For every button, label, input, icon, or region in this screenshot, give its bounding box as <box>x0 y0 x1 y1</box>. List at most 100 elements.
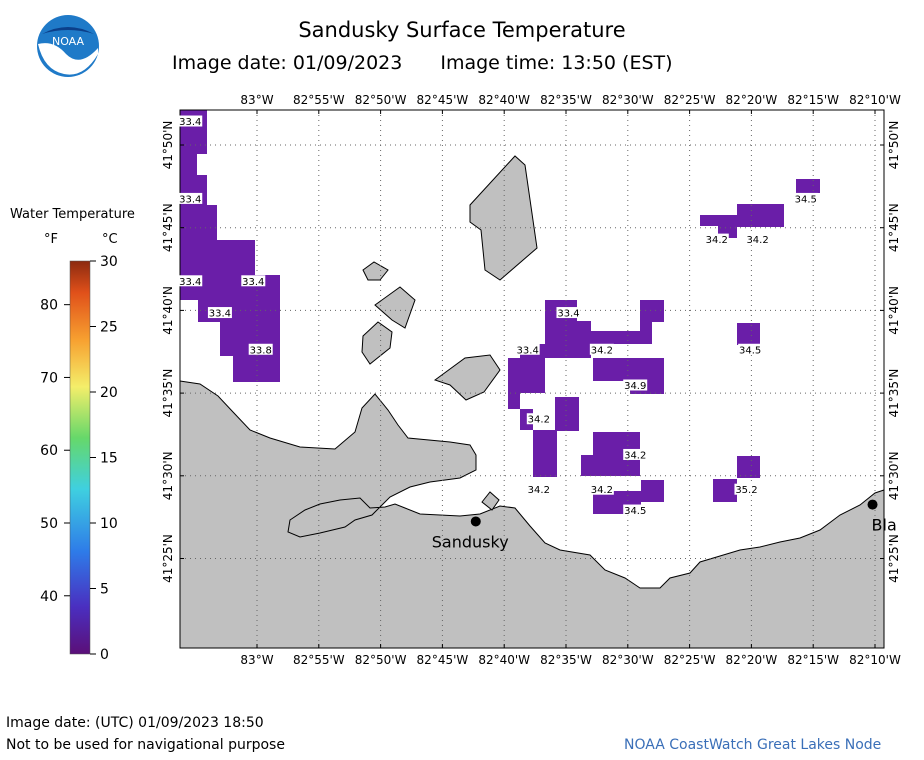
disclaimer: Not to be used for navigational purpose <box>6 737 285 753</box>
temperature-label: 34.2 <box>623 448 648 461</box>
lat-label-left: 41°45'N <box>161 203 175 252</box>
rattlesnake-island <box>361 321 393 365</box>
temperature-label-bg <box>738 343 763 355</box>
temperature-label-bg <box>623 504 648 516</box>
temperature-label-bg <box>793 192 818 204</box>
utc-image-date: Image date: (UTC) 01/09/2023 18:50 <box>6 715 264 731</box>
temperature-label-bg <box>248 343 273 355</box>
noaa-logo-icon: NOAA <box>37 15 99 77</box>
city-name: Bla <box>872 516 897 535</box>
f-tick-label: 80 <box>40 298 58 314</box>
lon-label-bottom: 83°W <box>240 653 273 667</box>
temperature-label: 33.4 <box>556 307 581 320</box>
temperature-value: 33.4 <box>209 309 231 320</box>
cold-water-cell-e <box>737 323 760 345</box>
lon-label-bottom: 82°55'W <box>293 653 345 667</box>
temperature-value: 34.2 <box>528 485 550 496</box>
temperature-value: 33.4 <box>557 309 579 320</box>
lon-label-bottom: 82°10'W <box>849 653 901 667</box>
temperature-value: 34.5 <box>624 506 646 517</box>
temperature-value: 34.2 <box>591 345 613 356</box>
temperature-label-bg <box>745 233 770 245</box>
image-time: Image time: 13:50 (EST) <box>440 52 673 74</box>
fahrenheit-ticks: 80 70 60 50 40 <box>40 298 70 605</box>
temperature-map[interactable]: 83°W 83°W 82°55'W 82°55'W 82°50'W 82°50'W 82°4… <box>0 0 924 700</box>
f-tick-label: 40 <box>40 589 58 605</box>
image-datetime: Image date: 01/09/2023 Image time: 13:50 … <box>172 52 711 74</box>
temperature-label: 34.2 <box>745 233 770 246</box>
mainland-shore <box>179 380 885 649</box>
temperature-label: 33.4 <box>178 115 203 128</box>
lon-label-bottom: 82°35'W <box>540 653 592 667</box>
green-island <box>362 261 389 281</box>
temperature-label-bg <box>704 233 729 245</box>
lon-label-top: 82°20'W <box>726 93 778 107</box>
temperature-value: 33.4 <box>179 277 201 288</box>
temperature-label-bg <box>526 413 551 425</box>
temperature-label: 34.5 <box>623 504 648 517</box>
c-tick-label: 25 <box>100 320 118 336</box>
lon-label-top: 82°30'W <box>602 93 654 107</box>
noaa-logo-text: NOAA <box>52 35 85 48</box>
lon-label-bottom: 82°40'W <box>478 653 530 667</box>
temperature-labels: 33.4 33.4 33.4 33.4 33.4 33.8 33.4 33.4 34.2 34.9… <box>178 115 818 517</box>
f-tick-label: 50 <box>40 516 58 532</box>
temperature-label: 34.5 <box>738 343 763 356</box>
temperature-label: 33.4 <box>178 192 203 205</box>
lon-label-top: 82°55'W <box>293 93 345 107</box>
lat-label-left: 41°50'N <box>161 121 175 170</box>
cold-water-cell-se1 <box>737 456 760 478</box>
cold-water-region-northeast <box>700 204 784 238</box>
temperature-label: 34.2 <box>526 413 551 426</box>
temperature-value: 34.2 <box>528 415 550 426</box>
lat-label-left: 41°25'N <box>161 534 175 583</box>
cold-water-cell-se2 <box>713 479 737 502</box>
lat-label-left: 41°40'N <box>161 286 175 335</box>
temperature-label-bg <box>556 307 581 319</box>
temperature-label: 35.2 <box>734 483 759 496</box>
lat-label-right: 41°25'N <box>887 534 901 583</box>
temperature-label: 34.2 <box>589 343 614 356</box>
lat-label-right: 41°35'N <box>887 369 901 418</box>
city-dot <box>867 499 878 510</box>
credit-link[interactable]: NOAA CoastWatch Great Lakes Node <box>624 737 882 753</box>
city-name: Sandusky <box>432 532 509 551</box>
temperature-label: 33.4 <box>178 275 203 288</box>
lon-label-top: 82°15'W <box>787 93 839 107</box>
temperature-label-bg <box>515 343 540 355</box>
city-markers: Sandusky Bla <box>432 499 897 551</box>
lon-label-bottom: 82°15'W <box>787 653 839 667</box>
lon-label-top: 82°40'W <box>478 93 530 107</box>
f-tick-label: 70 <box>40 370 58 386</box>
cold-water-region-central <box>508 300 664 477</box>
temperature-label: 34.5 <box>793 192 818 205</box>
c-tick-label: 20 <box>100 385 118 401</box>
cold-water-cell-ne <box>796 179 820 193</box>
land <box>179 155 885 649</box>
c-tick-label: 30 <box>100 254 118 270</box>
temperature-label: 34.2 <box>704 233 729 246</box>
c-tick-label: 0 <box>100 647 109 663</box>
city-dot <box>470 516 481 527</box>
temperature-label: 33.4 <box>207 307 232 320</box>
kelleys-island <box>433 354 501 401</box>
unit-celsius: °C <box>102 232 118 247</box>
lon-label-top: 82°45'W <box>417 93 469 107</box>
temperature-label-bg <box>623 379 648 391</box>
temperature-label: 34.2 <box>589 483 614 496</box>
c-tick-label: 5 <box>100 582 109 598</box>
temperature-value: 34.2 <box>746 235 768 246</box>
temperature-value: 33.4 <box>242 277 264 288</box>
temperature-value: 34.2 <box>706 235 728 246</box>
lat-label-right: 41°45'N <box>887 203 901 252</box>
temperature-value: 35.2 <box>735 485 757 496</box>
temperature-label-bg <box>623 448 648 460</box>
cold-water-region-south <box>593 480 664 514</box>
lon-label-top: 82°50'W <box>355 93 407 107</box>
lon-label-bottom: 82°45'W <box>417 653 469 667</box>
temperature-value: 34.5 <box>795 194 817 205</box>
temperature-value: 33.4 <box>179 194 201 205</box>
f-tick-label: 60 <box>40 443 58 459</box>
temperature-value: 34.2 <box>624 450 646 461</box>
